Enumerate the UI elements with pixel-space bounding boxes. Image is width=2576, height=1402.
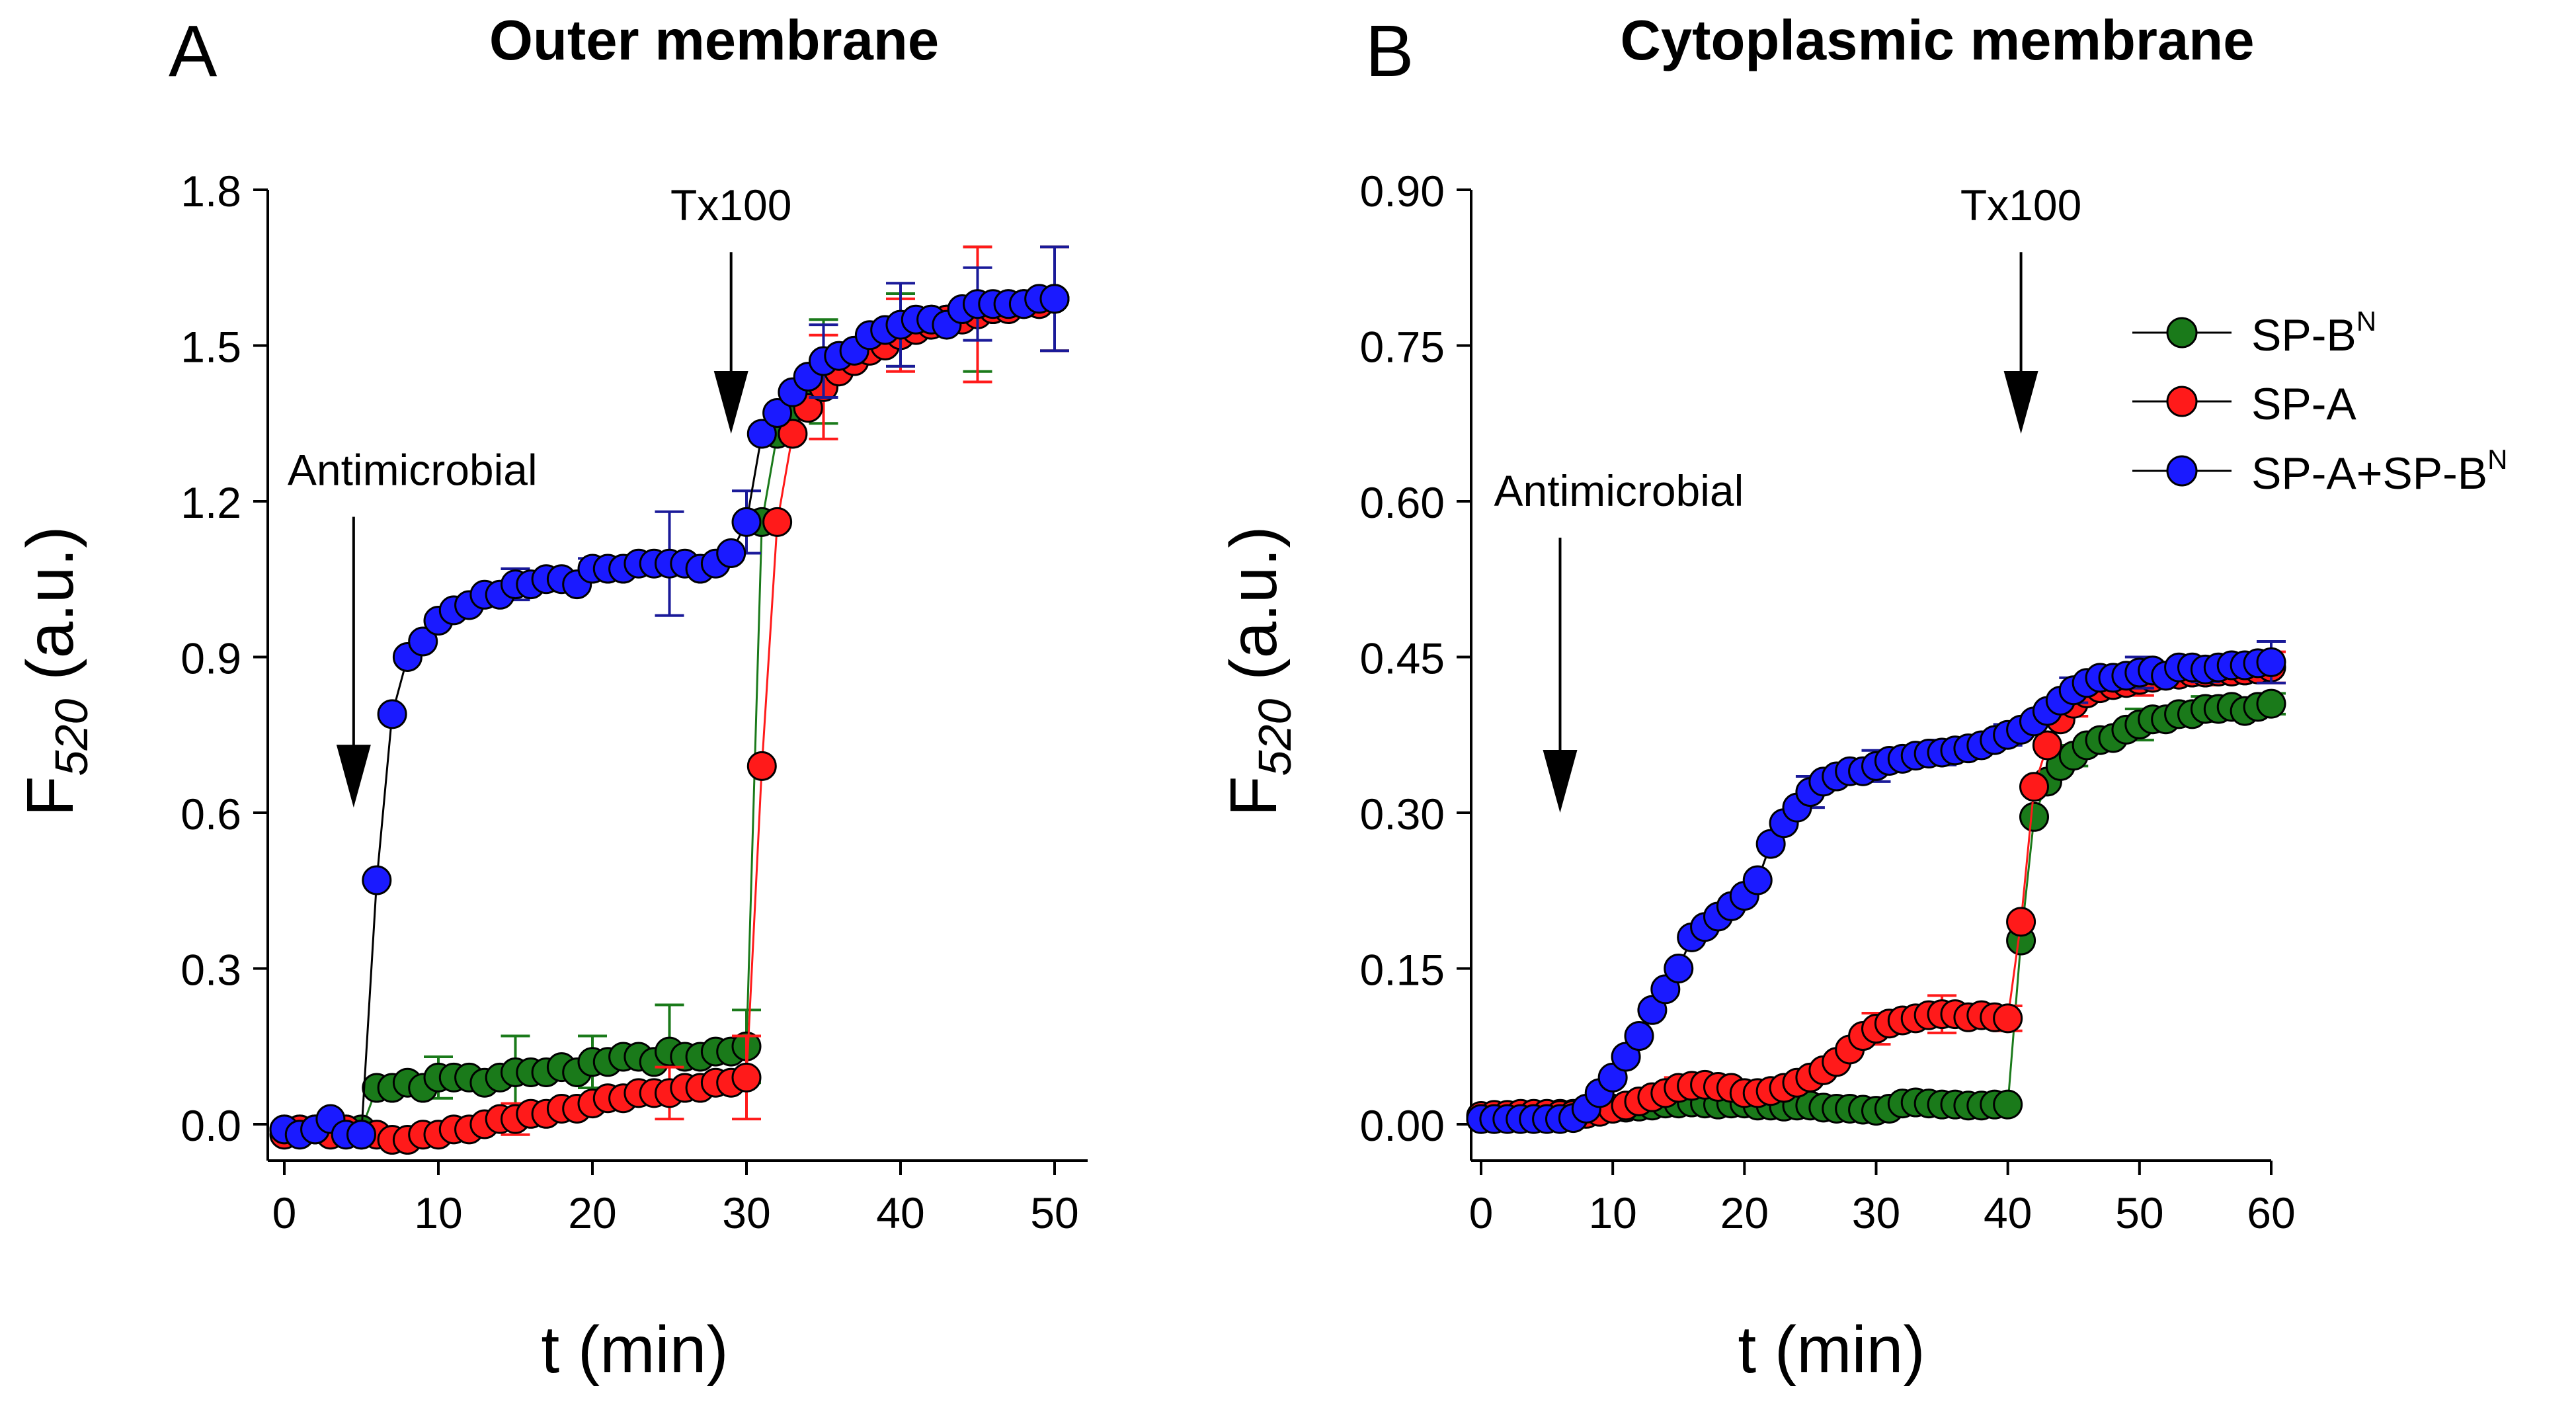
panel-a-y-tick-label: 0.3 <box>181 946 241 995</box>
legend: SP-BN SP-A SP-A+SP-BN <box>2132 306 2507 499</box>
panel-a-point-spa-spbn <box>346 1120 376 1150</box>
panel-b-point-spa <box>1993 1003 2023 1034</box>
panel-b-y-tick-label: 0.90 <box>1360 167 1445 216</box>
panel-b-y-tick-label: 0.75 <box>1360 323 1445 372</box>
panel-b-ylabel-sub: 520 <box>1249 699 1301 776</box>
panel-b-point-spbn <box>2256 688 2286 719</box>
panel-b-y-tick-label: 0.45 <box>1360 634 1445 683</box>
panel-b: B Cytoplasmic membrane t (min) F520 (a.u… <box>1217 9 2296 1387</box>
legend-item-spa-spbn: SP-A+SP-BN <box>2132 444 2507 499</box>
panel-a-annotation-antimicrobial-arrow-head <box>336 745 371 808</box>
panel-b-point-spa-spbn <box>1742 865 1773 895</box>
panel-a-y-tick-label: 1.5 <box>181 323 241 372</box>
panel-a-y-tick-label: 0.9 <box>181 634 241 683</box>
panel-a-y-tick-label: 1.2 <box>181 478 241 527</box>
panel-a-point-spa-spbn <box>362 865 392 895</box>
panel-b-ylabel: F520 (a.u.) <box>1217 526 1301 816</box>
panel-a-point-spa-spbn <box>377 699 407 729</box>
panel-b-series-spa-spbn <box>1466 639 2286 1134</box>
panel-b-x-tick-label: 60 <box>2247 1188 2295 1237</box>
legend-label-spbn-sup: N <box>2356 306 2376 337</box>
panel-b-point-spbn <box>2019 802 2049 832</box>
panel-b-y-tick-label: 0.00 <box>1360 1101 1445 1150</box>
legend-marker-spa <box>2166 386 2198 417</box>
panel-a-y-tick-label: 1.8 <box>181 167 241 216</box>
panel-a-x-tick-label: 20 <box>568 1188 616 1237</box>
panel-b-ylabel-main: F <box>1217 776 1291 816</box>
panel-b-xlabel: t (min) <box>1738 1313 1925 1387</box>
panel-a-point-spa-spbn <box>716 538 746 568</box>
panel-b-annotation-tx100-label: Tx100 <box>1960 181 2081 229</box>
panel-b-title: Cytoplasmic membrane <box>1621 9 2255 72</box>
panel-b-point-spa <box>2006 907 2036 937</box>
panel-b-ylabel-units: (a.u.) <box>1217 526 1291 698</box>
panel-a-x-tick-label: 40 <box>876 1188 924 1237</box>
panel-a-point-spa <box>731 1062 762 1093</box>
panel-a-x-tick-label: 50 <box>1030 1188 1078 1237</box>
legend-marker-spbn <box>2166 317 2198 349</box>
panel-a-x-tick-label: 0 <box>272 1188 297 1237</box>
panel-a-x-tick-label: 10 <box>414 1188 462 1237</box>
panel-b-annotation-antimicrobial-label: Antimicrobial <box>1494 466 1744 515</box>
panel-b-plot: 0.00 0.15 0.30 0.45 0.60 0.75 0.90 0 10 20 30 40 50 6… <box>1360 167 2296 1237</box>
panel-a-ylabel-main: F <box>13 776 87 816</box>
legend-label-spa-spbn-main: SP-A+SP-B <box>2251 448 2487 499</box>
panel-a-y-tick-label: 0.6 <box>181 790 241 839</box>
panel-a: A Outer membrane t (min) F520 (a.u.) 0.0… <box>13 9 1088 1387</box>
panel-a-point-spa-spbn <box>1039 284 1070 314</box>
panel-b-point-spa-spbn <box>2256 647 2286 677</box>
panel-a-annotation-tx100-label: Tx100 <box>670 181 791 229</box>
legend-label-spbn: SP-BN <box>2251 306 2376 360</box>
panel-b-letter: B <box>1365 11 1414 92</box>
panel-b-x-tick-label: 30 <box>1852 1188 1900 1237</box>
panel-a-x-tick-label: 30 <box>722 1188 770 1237</box>
panel-a-series-spa-spbn <box>269 245 1070 1150</box>
legend-item-spbn: SP-BN <box>2132 306 2376 360</box>
panel-a-point-spa <box>778 419 808 449</box>
panel-a-title: Outer membrane <box>489 9 939 72</box>
panel-b-y-tick-label: 0.30 <box>1360 790 1445 839</box>
panel-b-x-tick-label: 40 <box>1984 1188 2032 1237</box>
panel-a-point-spa-spbn <box>731 507 762 537</box>
panel-a-plot: 0.0 0.3 0.6 0.9 1.2 1.5 1.8 0 10 20 30 40 50 Antimicr… <box>181 167 1088 1237</box>
legend-label-spa-spbn: SP-A+SP-BN <box>2251 444 2507 499</box>
panel-a-ylabel-sub: 520 <box>46 699 97 776</box>
panel-a-annotation-antimicrobial-label: Antimicrobial <box>288 446 538 495</box>
panel-a-point-spa <box>746 751 777 781</box>
panel-b-point-spa <box>2019 772 2049 802</box>
panel-b-point-spa-spbn <box>1624 1021 1654 1052</box>
panel-b-annotation-tx100-arrow-head <box>2003 370 2038 434</box>
panel-a-letter: A <box>169 11 218 92</box>
legend-item-spa: SP-A <box>2132 379 2356 429</box>
panel-b-x-tick-label: 0 <box>1469 1188 1494 1237</box>
panel-a-point-spa-spbn <box>762 398 793 429</box>
panel-b-point-spbn <box>1993 1089 2023 1120</box>
panel-a-ylabel: F520 (a.u.) <box>13 526 97 816</box>
panel-a-annotation-tx100-arrow-head <box>713 370 748 434</box>
panel-a-y-tick-label: 0.0 <box>181 1101 241 1150</box>
panel-b-point-spa <box>2032 730 2062 761</box>
panel-a-series-spbn <box>269 245 1070 1145</box>
panel-a-xlabel: t (min) <box>541 1313 728 1387</box>
panel-b-y-tick-label: 0.60 <box>1360 478 1445 527</box>
panel-a-point-spa-spbn <box>408 626 438 657</box>
panel-a-point-spa-spbn <box>746 419 777 449</box>
panel-b-x-tick-label: 10 <box>1588 1188 1636 1237</box>
panel-a-ylabel-units: (a.u.) <box>13 526 87 698</box>
panel-b-point-spa-spbn <box>1664 954 1694 983</box>
legend-label-spa: SP-A <box>2251 379 2356 429</box>
panel-a-point-spa <box>762 507 793 537</box>
panel-b-annotation-antimicrobial-arrow-head <box>1543 750 1578 813</box>
legend-marker-spa-spbn <box>2166 455 2198 487</box>
legend-label-spa-spbn-sup: N <box>2487 444 2507 475</box>
panel-b-x-tick-label: 20 <box>1720 1188 1769 1237</box>
panel-b-x-tick-label: 50 <box>2115 1188 2163 1237</box>
legend-label-spbn-main: SP-B <box>2251 310 2356 360</box>
panel-b-line-spa <box>1480 666 2272 1117</box>
panel-b-y-tick-label: 0.15 <box>1360 946 1445 995</box>
